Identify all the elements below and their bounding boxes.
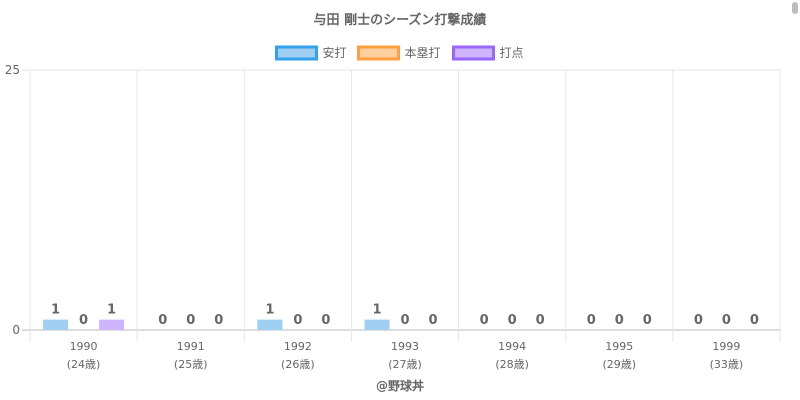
data-label-1-4: 0: [508, 313, 517, 328]
data-label-0-4: 0: [480, 313, 489, 328]
data-label-2-0: 1: [107, 303, 116, 318]
x-tick-label-6: 1999: [712, 340, 740, 353]
data-label-0-3: 1: [372, 303, 381, 318]
grid: [22, 69, 781, 342]
bar-2-0: [99, 319, 125, 330]
data-label-1-0: 0: [79, 313, 88, 328]
legend-swatch-1: [357, 45, 400, 61]
data-label-1-1: 0: [186, 313, 195, 328]
data-label-0-2: 1: [265, 303, 274, 318]
bar-0-2: [257, 319, 283, 330]
x-tick-label-0: 1990: [70, 340, 98, 353]
data-label-2-4: 0: [536, 313, 545, 328]
x-tick-sublabel-4: (28歳): [495, 358, 529, 371]
credit-text: @野球丼: [376, 378, 424, 393]
y-tick-label-0: 0: [12, 323, 20, 337]
x-axis: 1990 (24歳) 1991 (25歳) 1992 (26歳) 1993 (27歳) 1994…: [67, 340, 743, 371]
x-tick-label-1: 1991: [177, 340, 205, 353]
data-label-2-6: 0: [750, 313, 759, 328]
data-label-0-1: 0: [158, 313, 167, 328]
legend-swatch-0: [275, 45, 318, 61]
data-label-1-2: 0: [293, 313, 302, 328]
scrollbar-thumb[interactable]: [792, 2, 798, 14]
x-tick-sublabel-5: (29歳): [602, 358, 636, 371]
data-label-0-0: 1: [51, 303, 60, 318]
chart-title: 与田 剛士のシーズン打撃成績: [314, 12, 487, 28]
legend-label-2: 打点: [500, 46, 524, 60]
data-label-1-5: 0: [615, 313, 624, 328]
x-tick-sublabel-6: (33歳): [710, 358, 744, 371]
data-label-1-6: 0: [722, 313, 731, 328]
legend-swatch-2: [452, 45, 495, 61]
data-label-2-2: 0: [321, 313, 330, 328]
bar-0-0: [43, 319, 69, 330]
data-label-0-5: 0: [587, 313, 596, 328]
data-labels: 1 0 1 0 0 0 1 0 0 1 0 0 0 0 0 0 0 0 0 0 0: [51, 303, 759, 328]
x-tick-sublabel-1: (25歳): [174, 358, 208, 371]
bar-0-3: [364, 319, 390, 330]
legend-label-0: 安打: [323, 45, 347, 60]
legend-label-1: 本塁打: [405, 46, 441, 60]
bars: [43, 319, 390, 330]
data-label-2-5: 0: [643, 313, 652, 328]
x-tick-label-3: 1993: [391, 340, 419, 353]
x-tick-label-4: 1994: [498, 340, 526, 353]
x-tick-label-2: 1992: [284, 340, 312, 353]
x-tick-sublabel-0: (24歳): [67, 358, 101, 371]
legend: 安打 本塁打 打点: [275, 45, 524, 61]
y-tick-label-1: 25: [5, 63, 20, 77]
x-tick-sublabel-2: (26歳): [281, 358, 315, 371]
x-tick-label-5: 1995: [605, 340, 633, 353]
data-label-0-6: 0: [694, 313, 703, 328]
y-axis: 0 25: [5, 63, 20, 337]
data-label-2-3: 0: [428, 313, 437, 328]
x-tick-sublabel-3: (27歳): [388, 358, 422, 371]
data-label-1-3: 0: [400, 313, 409, 328]
data-label-2-1: 0: [214, 313, 223, 328]
